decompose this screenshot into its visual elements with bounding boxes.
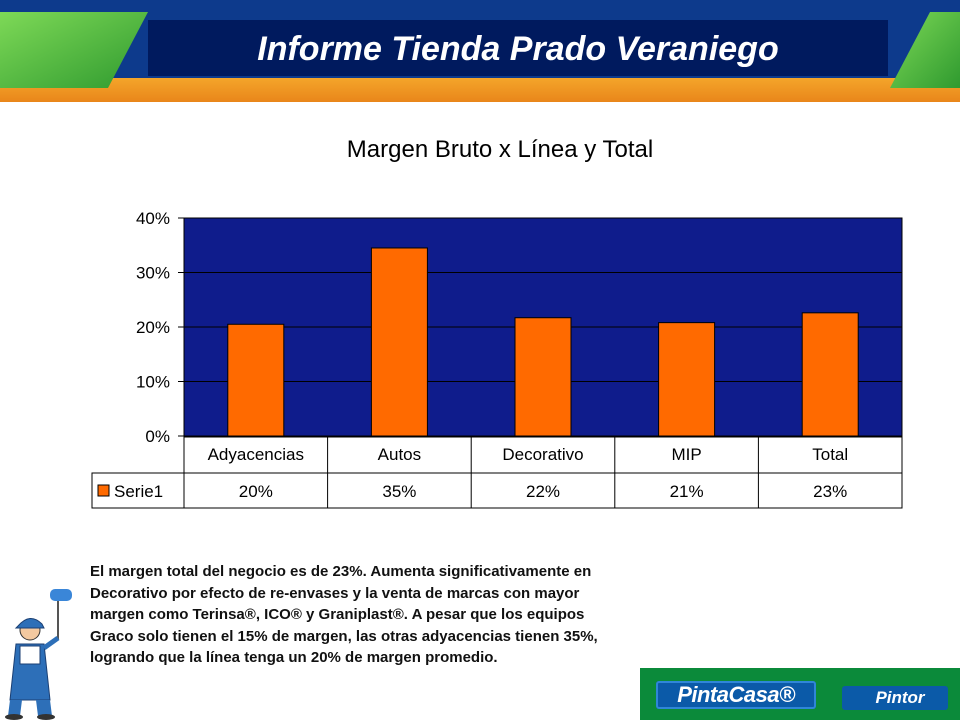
table-header-row — [183, 436, 903, 474]
category-label: Autos — [378, 445, 421, 464]
paint-roller-icon — [50, 589, 72, 601]
chart-title: Margen Bruto x Línea y Total — [346, 136, 654, 163]
y-tick-label: 30% — [136, 264, 170, 283]
pintacasa-logo: PintaCasa® — [656, 681, 816, 709]
y-tick-label: 0% — [145, 427, 170, 446]
bar — [801, 312, 859, 437]
header-left-accent — [0, 12, 148, 88]
bar — [370, 247, 428, 437]
table-data-row — [91, 472, 903, 509]
pintor-logo-text: Pintor — [875, 688, 925, 707]
data-table-value: 22% — [526, 482, 560, 501]
category-label: Adyacencias — [208, 445, 304, 464]
bar-chart: 0% 10% 20% 30% 40% Adyacencias 20% Autos 35% Deco… — [91, 209, 903, 509]
y-tick-label: 20% — [136, 318, 170, 337]
painter-mascot-icon — [5, 589, 72, 720]
y-tick-label: 10% — [136, 373, 170, 392]
bar — [227, 323, 285, 437]
data-table-value: 21% — [670, 482, 704, 501]
pintacasa-logo-text: PintaCasa® — [677, 682, 795, 707]
category-label: Decorativo — [502, 445, 583, 464]
data-table-value: 23% — [813, 482, 847, 501]
category-label: MIP — [671, 445, 701, 464]
bar — [658, 322, 716, 437]
legend-label: Serie1 — [114, 482, 163, 501]
pintor-logo: Pintor — [842, 686, 948, 710]
data-table-value: 20% — [239, 482, 273, 501]
summary-paragraph: El margen total del negocio es de 23%. A… — [90, 563, 598, 666]
header-right-accent — [890, 12, 960, 88]
bar — [514, 317, 572, 437]
header-banner: Informe Tienda Prado Veraniego — [0, 0, 960, 102]
category-label: Total — [812, 445, 848, 464]
page-title: Informe Tienda Prado Veraniego — [257, 30, 778, 68]
y-tick-label: 40% — [136, 209, 170, 228]
legend-swatch — [97, 484, 110, 497]
data-table-value: 35% — [382, 482, 416, 501]
